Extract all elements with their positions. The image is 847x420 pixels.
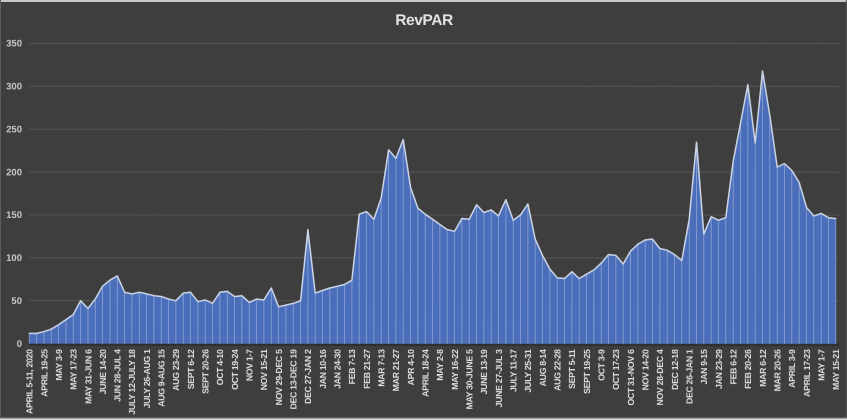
svg-text:FEB 21-27: FEB 21-27 [362, 349, 372, 389]
svg-text:OCT 31-NOV 6: OCT 31-NOV 6 [626, 349, 636, 405]
svg-text:JAN 10-16: JAN 10-16 [318, 349, 328, 389]
svg-text:350: 350 [6, 38, 22, 49]
svg-text:AUG 9-AUG 15: AUG 9-AUG 15 [157, 349, 167, 407]
svg-text:100: 100 [6, 253, 22, 264]
svg-text:MAY 1-7: MAY 1-7 [816, 349, 826, 381]
svg-text:JAN 9-15: JAN 9-15 [699, 349, 709, 384]
svg-text:SEPT 5-11: SEPT 5-11 [567, 349, 577, 389]
svg-text:SEPT 6-12: SEPT 6-12 [186, 349, 196, 389]
svg-text:MAY 3-9: MAY 3-9 [54, 349, 64, 381]
svg-text:OCT 17-23: OCT 17-23 [611, 349, 621, 390]
svg-text:150: 150 [6, 210, 22, 221]
svg-text:MAY 16-22: MAY 16-22 [450, 349, 460, 390]
svg-text:JAN 23-29: JAN 23-29 [714, 349, 724, 389]
svg-text:APRIL 18-24: APRIL 18-24 [420, 349, 430, 397]
svg-text:APRIL 19-25: APRIL 19-25 [39, 349, 49, 397]
svg-text:MAY 2-8: MAY 2-8 [435, 349, 445, 381]
svg-text:APRIL 17-23: APRIL 17-23 [802, 349, 812, 397]
svg-text:NOV 28-DEC 4: NOV 28-DEC 4 [655, 349, 665, 405]
svg-text:APRIL 3-9: APRIL 3-9 [787, 349, 797, 388]
svg-text:JAN 24-30: JAN 24-30 [332, 349, 342, 389]
svg-text:AUG 23-29: AUG 23-29 [171, 349, 181, 391]
svg-text:SEPT 19-25: SEPT 19-25 [582, 349, 592, 394]
svg-text:DEC 26-JAN 1: DEC 26-JAN 1 [684, 349, 694, 404]
svg-text:JUN 28-JUL 4: JUN 28-JUL 4 [113, 349, 123, 402]
svg-text:APR 4-10: APR 4-10 [406, 349, 416, 385]
svg-text:AUG 8-14: AUG 8-14 [538, 349, 548, 386]
svg-text:MAY 31-JUN 6: MAY 31-JUN 6 [83, 349, 93, 404]
svg-text:0: 0 [17, 339, 22, 350]
svg-text:JUNE 27-JUL 3: JUNE 27-JUL 3 [494, 349, 504, 407]
svg-text:JULY 11-17: JULY 11-17 [508, 349, 518, 392]
svg-text:DEC 27-JAN 2: DEC 27-JAN 2 [303, 349, 313, 404]
svg-text:APRIL 5-11, 2020: APRIL 5-11, 2020 [25, 349, 35, 414]
svg-text:50: 50 [11, 296, 22, 307]
svg-text:SEPT 20-26: SEPT 20-26 [201, 349, 211, 394]
svg-text:JULY 25-31: JULY 25-31 [523, 349, 533, 392]
svg-text:JULY 26-AUG 1: JULY 26-AUG 1 [142, 349, 152, 408]
svg-text:JULY 12-JULY 18: JULY 12-JULY 18 [127, 349, 137, 415]
svg-text:MAY 17-23: MAY 17-23 [69, 349, 79, 390]
svg-text:FEB 20-26: FEB 20-26 [743, 349, 753, 389]
svg-text:JUNE 14-20: JUNE 14-20 [98, 349, 108, 394]
svg-text:OCT 3-9: OCT 3-9 [596, 349, 606, 381]
svg-text:MAR 6-12: MAR 6-12 [758, 349, 768, 387]
svg-text:MAY 15-21: MAY 15-21 [831, 349, 841, 390]
svg-text:200: 200 [6, 167, 22, 178]
svg-text:MAR 7-13: MAR 7-13 [376, 349, 386, 387]
svg-text:MAR 20-26: MAR 20-26 [772, 349, 782, 391]
svg-text:MAY 30-JUNE 5: MAY 30-JUNE 5 [464, 349, 474, 409]
svg-text:FEB 7-13: FEB 7-13 [347, 349, 357, 384]
svg-text:NOV 15-21: NOV 15-21 [259, 349, 269, 390]
svg-text:AUG 22-28: AUG 22-28 [552, 349, 562, 391]
svg-text:RevPAR: RevPAR [395, 12, 453, 29]
svg-text:NOV 1-7: NOV 1-7 [245, 349, 255, 381]
svg-text:MAR 21-27: MAR 21-27 [391, 349, 401, 391]
svg-text:NOV 14-20: NOV 14-20 [640, 349, 650, 390]
svg-text:250: 250 [6, 124, 22, 135]
svg-text:DEC 13-DEC 19: DEC 13-DEC 19 [289, 349, 299, 409]
svg-text:JUNE 13-19: JUNE 13-19 [479, 349, 489, 394]
svg-text:DEC 12-18: DEC 12-18 [670, 349, 680, 390]
svg-text:OCT 4-10: OCT 4-10 [215, 349, 225, 385]
svg-text:FEB 6-12: FEB 6-12 [728, 349, 738, 384]
svg-text:NOV 29-DEC 5: NOV 29-DEC 5 [274, 349, 284, 405]
svg-text:OCT 19-24: OCT 19-24 [230, 349, 240, 390]
svg-text:300: 300 [6, 81, 22, 92]
